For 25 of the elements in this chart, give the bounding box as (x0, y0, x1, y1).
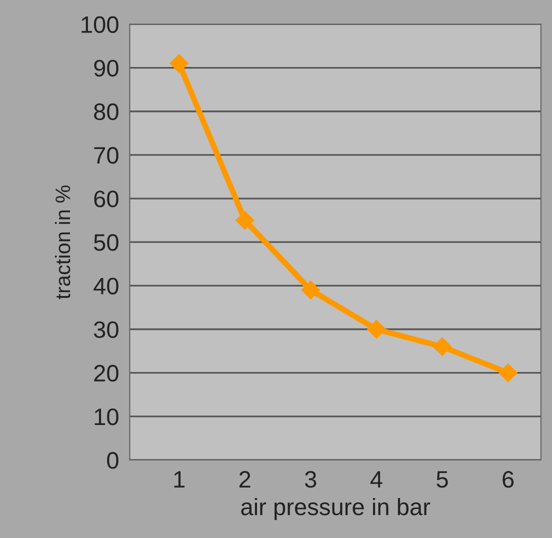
y-tick-label: 60 (94, 190, 118, 208)
y-tick-label: 0 (107, 452, 118, 469)
point (432, 337, 452, 356)
x-tick-label: 2 (239, 471, 250, 488)
x-tick-label: 4 (370, 471, 382, 488)
point (498, 363, 518, 382)
x-tick-label: 1 (174, 471, 184, 488)
point (236, 210, 254, 230)
x-tick-label: 6 (502, 471, 514, 488)
y-tick-label: 40 (94, 278, 118, 294)
y-axis-title: traction in % (54, 186, 70, 300)
point (170, 54, 188, 73)
y-tick-label: 30 (94, 321, 118, 338)
y-tick-label: 10 (94, 408, 118, 426)
y-tick-label: 50 (94, 234, 118, 251)
y-tick-label: 70 (94, 147, 118, 164)
y-tick-label: 20 (94, 364, 118, 382)
y-tick-label: 90 (94, 60, 118, 77)
x-tick-label: 5 (436, 471, 448, 488)
x-axis-title: air pressure in bar (241, 498, 430, 520)
y-tick-label: 100 (82, 16, 118, 33)
point (301, 280, 320, 300)
y-tick-label: 80 (94, 103, 118, 120)
point (367, 320, 386, 339)
x-tick-label: 3 (305, 471, 316, 488)
